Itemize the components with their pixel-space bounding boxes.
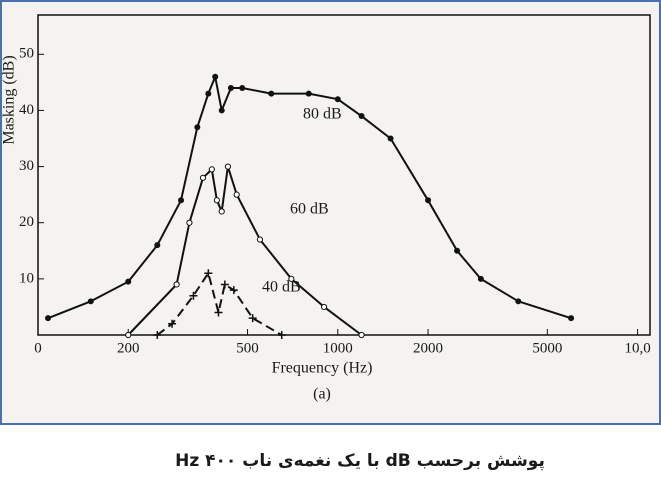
- y-tick-label: 20: [19, 214, 34, 230]
- caption: پوشش برحسب dB با یک نغمه‌ی ناب Hz ۴۰۰: [175, 451, 545, 471]
- plot-frame: [37, 14, 651, 336]
- point: [454, 247, 461, 254]
- point: [213, 197, 220, 204]
- y-tick-label: 30: [19, 158, 34, 174]
- x-tick-label: 2000: [413, 340, 443, 356]
- point: [125, 331, 132, 339]
- point: [220, 280, 229, 289]
- x-tick-label: 0: [34, 340, 42, 356]
- point: [288, 275, 295, 282]
- point: [153, 331, 162, 339]
- y-axis-label: Masking (dB): [1, 55, 18, 144]
- y-tick-label: 40: [19, 102, 34, 118]
- point: [358, 331, 365, 339]
- point: [173, 281, 180, 288]
- point: [205, 90, 212, 97]
- point: [212, 73, 219, 80]
- point: [515, 298, 522, 305]
- point: [45, 315, 52, 322]
- point: [387, 135, 394, 142]
- x-tick-label: 200: [117, 340, 140, 356]
- point: [204, 269, 213, 278]
- point: [218, 107, 225, 114]
- point: [87, 298, 94, 305]
- point: [208, 166, 215, 173]
- point: [268, 90, 275, 97]
- point: [239, 84, 246, 91]
- point: [154, 242, 161, 249]
- point: [248, 314, 257, 323]
- point: [568, 315, 575, 322]
- point: [277, 331, 286, 339]
- subtitle: (a): [313, 386, 331, 403]
- point: [168, 319, 177, 328]
- point: [227, 84, 234, 91]
- y-tick-label: 10: [19, 270, 34, 286]
- point: [214, 308, 223, 317]
- scan-frame: [0, 0, 661, 425]
- point: [178, 197, 185, 204]
- point: [199, 174, 207, 181]
- point: [189, 291, 198, 300]
- point: [425, 197, 432, 204]
- point: [125, 278, 132, 285]
- point: [358, 113, 365, 120]
- x-tick-label: 10,0: [624, 340, 650, 356]
- point: [256, 236, 264, 243]
- point: [218, 208, 225, 215]
- y-tick-label: 50: [19, 46, 34, 62]
- x-tick-label: 500: [236, 340, 259, 356]
- series-label: 80 dB: [303, 106, 342, 123]
- point: [194, 124, 201, 131]
- point: [186, 219, 193, 226]
- x-axis-label: Frequency (Hz): [272, 360, 373, 377]
- point: [477, 275, 484, 282]
- point: [229, 286, 238, 295]
- point: [224, 163, 232, 170]
- x-tick-label: 5000: [532, 340, 562, 356]
- series-line: [156, 272, 283, 336]
- series-label: 60 dB: [290, 201, 329, 218]
- point: [233, 191, 240, 198]
- point: [305, 90, 312, 97]
- point: [334, 96, 341, 103]
- series-label: 40 dB: [262, 279, 301, 296]
- point: [320, 303, 328, 311]
- x-tick-label: 1000: [323, 340, 353, 356]
